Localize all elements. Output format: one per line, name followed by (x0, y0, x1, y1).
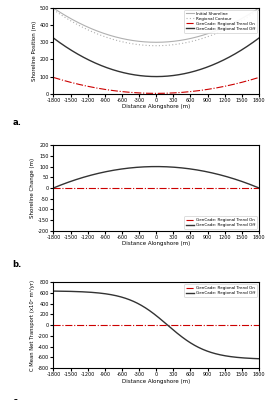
Text: b.: b. (12, 260, 22, 269)
Y-axis label: Shoreline Change (m): Shoreline Change (m) (30, 158, 35, 218)
Legend: GenCade: Regional Trend On, GenCade: Regional Trend Off: GenCade: Regional Trend On, GenCade: Reg… (184, 284, 257, 297)
Legend: Initial Shoreline, Regional Contour, GenCade: Regional Trend On, GenCade: Region: Initial Shoreline, Regional Contour, Gen… (184, 10, 257, 32)
Text: a.: a. (12, 118, 21, 127)
Y-axis label: C Mean Net Transport (x10² m³/yr): C Mean Net Transport (x10² m³/yr) (30, 280, 35, 371)
X-axis label: Distance Alongshore (m): Distance Alongshore (m) (122, 242, 190, 246)
X-axis label: Distance Alongshore (m): Distance Alongshore (m) (122, 104, 190, 109)
X-axis label: Distance Alongshore (m): Distance Alongshore (m) (122, 378, 190, 384)
Legend: GenCade: Regional Trend On, GenCade: Regional Trend Off: GenCade: Regional Trend On, GenCade: Reg… (184, 216, 257, 229)
Text: c.: c. (12, 397, 21, 400)
Y-axis label: Shoreline Position (m): Shoreline Position (m) (32, 21, 37, 81)
